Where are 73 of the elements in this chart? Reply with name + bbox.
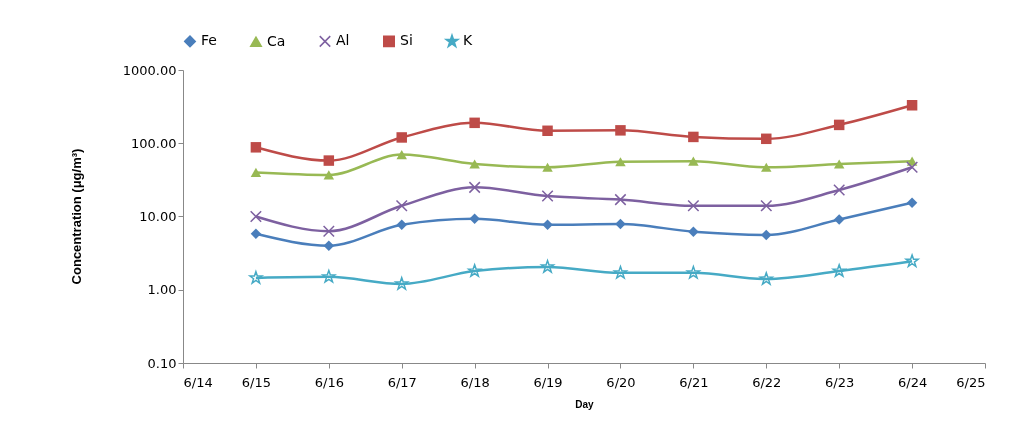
point [613, 265, 628, 279]
point [541, 190, 554, 203]
point [396, 219, 407, 231]
point [395, 199, 408, 212]
point [759, 272, 773, 285]
point [688, 131, 699, 143]
point [833, 184, 846, 196]
point [323, 240, 335, 251]
point [250, 142, 262, 153]
point [688, 156, 699, 166]
point [687, 199, 700, 212]
point [469, 159, 480, 169]
point [686, 265, 701, 279]
point [905, 254, 919, 268]
point [250, 228, 262, 240]
point [323, 155, 335, 166]
x-tick-label: 6/17 [387, 374, 417, 390]
point [760, 199, 773, 212]
point [396, 132, 407, 143]
point [540, 259, 555, 273]
point [615, 157, 626, 167]
point [542, 162, 553, 172]
x-tick-label: 6/25 [956, 374, 986, 390]
x-tick-label: 6/21 [679, 374, 709, 390]
legend-label: Al [336, 32, 350, 49]
point [833, 214, 845, 225]
y-tick-label: 10.00 [139, 209, 177, 224]
x-tick-label: 6/23 [825, 374, 855, 390]
point [906, 161, 919, 174]
y-tick-label: 0.10 [147, 355, 177, 371]
point [832, 264, 846, 277]
x-axis-title: Day [575, 398, 595, 410]
point [833, 119, 845, 131]
x-tick-label: 6/15 [241, 374, 272, 390]
legend-label: Ca [267, 32, 286, 49]
point [469, 213, 480, 225]
x-tick-label: 6/19 [533, 374, 563, 390]
point [615, 218, 626, 230]
point [542, 219, 553, 231]
point [833, 159, 845, 169]
y-tick-label: 1000.00 [122, 62, 177, 78]
legend-label: K [463, 32, 473, 49]
point [468, 181, 481, 194]
x-tick-label: 6/20 [606, 374, 636, 390]
point [906, 100, 918, 111]
point [322, 225, 335, 238]
point [615, 125, 626, 136]
point [467, 264, 482, 277]
y-axis-title: Concentration (μg/m³) [68, 148, 84, 285]
point [395, 276, 409, 290]
point [614, 193, 627, 206]
y-tick-label: 100.00 [131, 135, 177, 151]
point [249, 210, 262, 223]
point [761, 229, 772, 241]
x-tick-label: 6/16 [314, 374, 344, 390]
x-tick-label: 6/18 [460, 374, 490, 390]
point [542, 125, 553, 137]
legend-label: Fe [201, 32, 217, 49]
point [761, 133, 772, 145]
point [396, 150, 407, 160]
point [688, 226, 699, 237]
x-tick-label: 6/14 [183, 374, 213, 390]
point [469, 117, 480, 129]
point [250, 167, 262, 177]
x-tick-label: 6/22 [752, 374, 782, 390]
legend-label: Si [400, 32, 413, 49]
y-tick-label: 1.00 [147, 282, 177, 298]
x-tick-label: 6/24 [897, 374, 928, 390]
point [761, 162, 772, 172]
point [322, 269, 336, 283]
point [323, 170, 335, 180]
point [249, 270, 263, 284]
point [906, 197, 918, 209]
